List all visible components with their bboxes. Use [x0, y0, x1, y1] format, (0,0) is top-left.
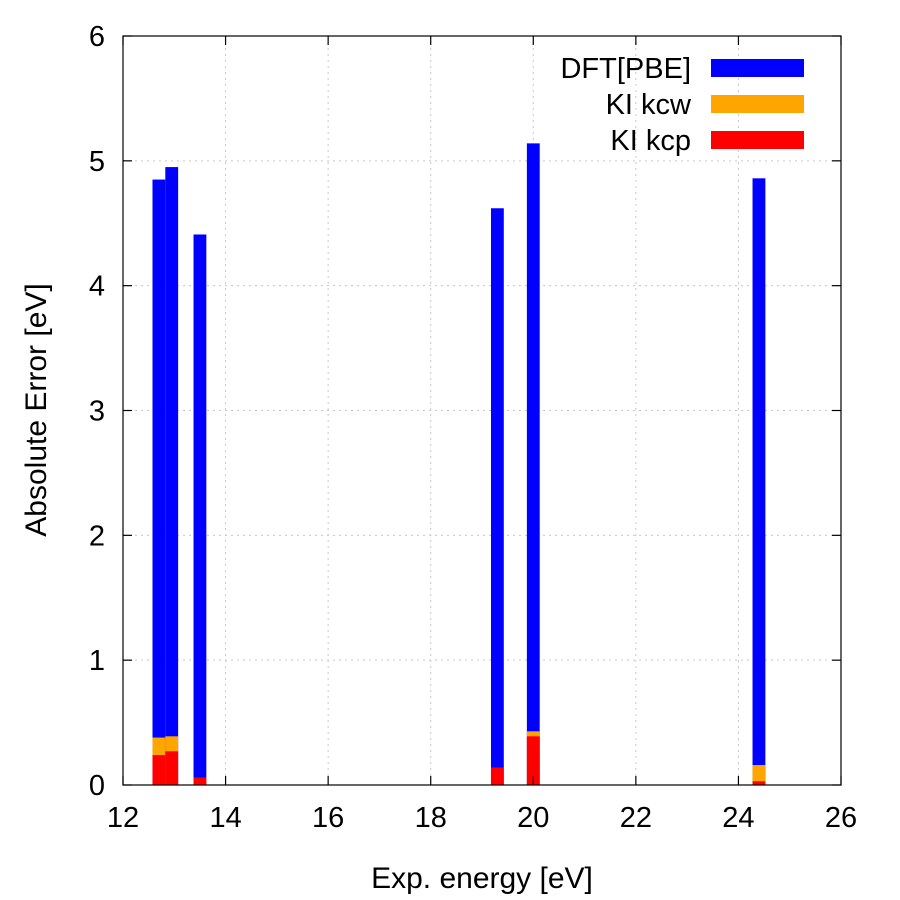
bar	[752, 178, 766, 785]
y-tick-label: 1	[89, 645, 105, 677]
y-tick-label: 2	[89, 520, 105, 552]
plot-frame	[122, 35, 842, 786]
x-tick-label: 14	[209, 802, 241, 834]
legend-swatch	[711, 131, 804, 149]
y-tick-label: 5	[89, 146, 105, 178]
bars	[152, 143, 766, 786]
x-tick-label: 24	[722, 802, 754, 834]
y-axis-label: Absolute Error [eV]	[20, 283, 53, 536]
x-tick-label: 20	[517, 802, 549, 834]
x-axis-label: Exp. energy [eV]	[371, 862, 593, 895]
x-tick-label: 18	[415, 802, 447, 834]
x-tick-label: 16	[312, 802, 344, 834]
bar	[526, 143, 540, 785]
bar	[165, 167, 179, 785]
x-tick-labels: 12 14 16 18 20 22 24 26	[107, 802, 857, 834]
bar	[752, 781, 766, 785]
y-tick-label: 0	[89, 770, 105, 802]
bar	[490, 767, 504, 785]
y-tick-label: 3	[89, 396, 105, 428]
bar	[526, 736, 540, 785]
legend-label: KI kcw	[606, 89, 692, 121]
bar	[490, 208, 504, 785]
legend-label: DFT[PBE]	[560, 53, 691, 85]
y-tick-labels: 0 1 2 3 4 5 6	[89, 21, 105, 802]
bar	[165, 751, 179, 785]
x-tick-label: 22	[620, 802, 652, 834]
bar	[193, 777, 207, 785]
x-tick-label: 12	[107, 802, 139, 834]
x-tick-label: 26	[825, 802, 857, 834]
y-tick-label: 6	[89, 21, 105, 53]
y-tick-label: 4	[89, 271, 105, 303]
legend-label: KI kcp	[610, 125, 691, 157]
legend: DFT[PBE] KI kcw KI kcp	[560, 53, 804, 157]
legend-swatch	[711, 95, 804, 113]
bar	[152, 755, 166, 785]
legend-swatch	[711, 59, 804, 77]
bar	[193, 234, 207, 786]
bar	[752, 765, 766, 785]
bar	[152, 179, 166, 785]
